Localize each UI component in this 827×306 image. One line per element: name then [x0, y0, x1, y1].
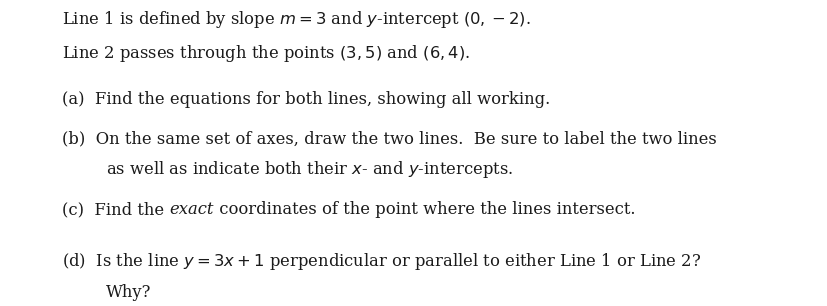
Text: (d)  Is the line $y = 3x + 1$ perpendicular or parallel to either Line 1 or Line: (d) Is the line $y = 3x + 1$ perpendicul…: [62, 251, 700, 272]
Text: Why?: Why?: [106, 284, 151, 301]
Text: as well as indicate both their $x$- and $y$-intercepts.: as well as indicate both their $x$- and …: [106, 159, 513, 181]
Text: (a)  Find the equations for both lines, showing all working.: (a) Find the equations for both lines, s…: [62, 91, 550, 108]
Text: Line 2 passes through the points $(3, 5)$ and $(6, 4)$.: Line 2 passes through the points $(3, 5)…: [62, 43, 470, 64]
Text: exact: exact: [170, 201, 213, 218]
Text: Line 1 is defined by slope $m = 3$ and $y$-intercept $(0, -2)$.: Line 1 is defined by slope $m = 3$ and $…: [62, 9, 530, 31]
Text: (c)  Find the: (c) Find the: [62, 201, 170, 218]
Text: (b)  On the same set of axes, draw the two lines.  Be sure to label the two line: (b) On the same set of axes, draw the tw…: [62, 131, 716, 148]
Text: coordinates of the point where the lines intersect.: coordinates of the point where the lines…: [213, 201, 634, 218]
